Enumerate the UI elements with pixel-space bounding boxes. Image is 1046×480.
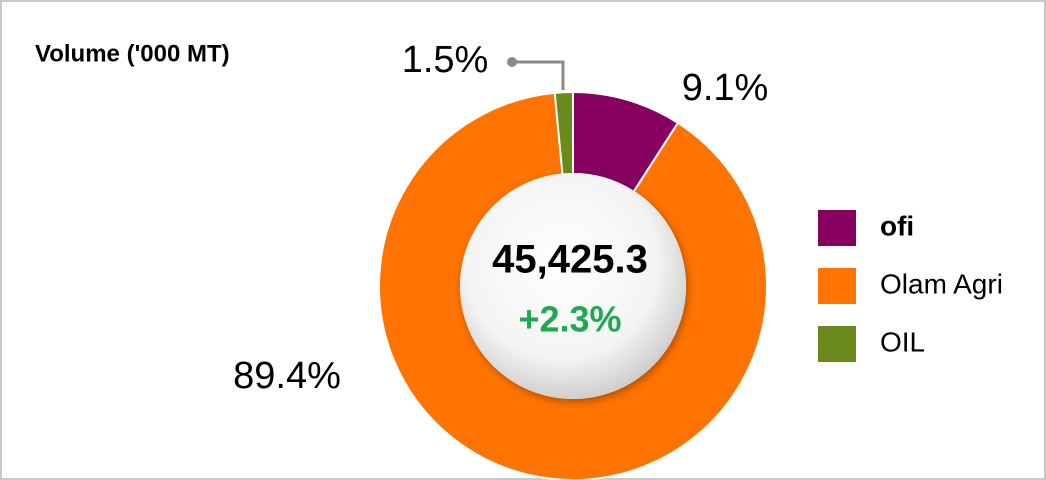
legend-label: ofi xyxy=(880,210,914,241)
leader-line xyxy=(512,60,565,90)
center-value: 45,425.3 xyxy=(492,238,648,282)
legend-swatch xyxy=(818,268,856,304)
legend-label: OIL xyxy=(880,326,925,357)
chart-title: Volume ('000 MT) xyxy=(35,40,230,67)
center-change: +2.3% xyxy=(518,299,621,340)
leader-dot xyxy=(507,57,517,67)
legend-swatch xyxy=(818,210,856,246)
data-label: 1.5% xyxy=(402,39,489,81)
data-label: 9.1% xyxy=(682,67,769,109)
legend-swatch xyxy=(818,326,856,362)
legend-label: Olam Agri xyxy=(880,268,1003,299)
center-disc xyxy=(460,173,686,399)
data-label: 89.4% xyxy=(233,355,341,397)
